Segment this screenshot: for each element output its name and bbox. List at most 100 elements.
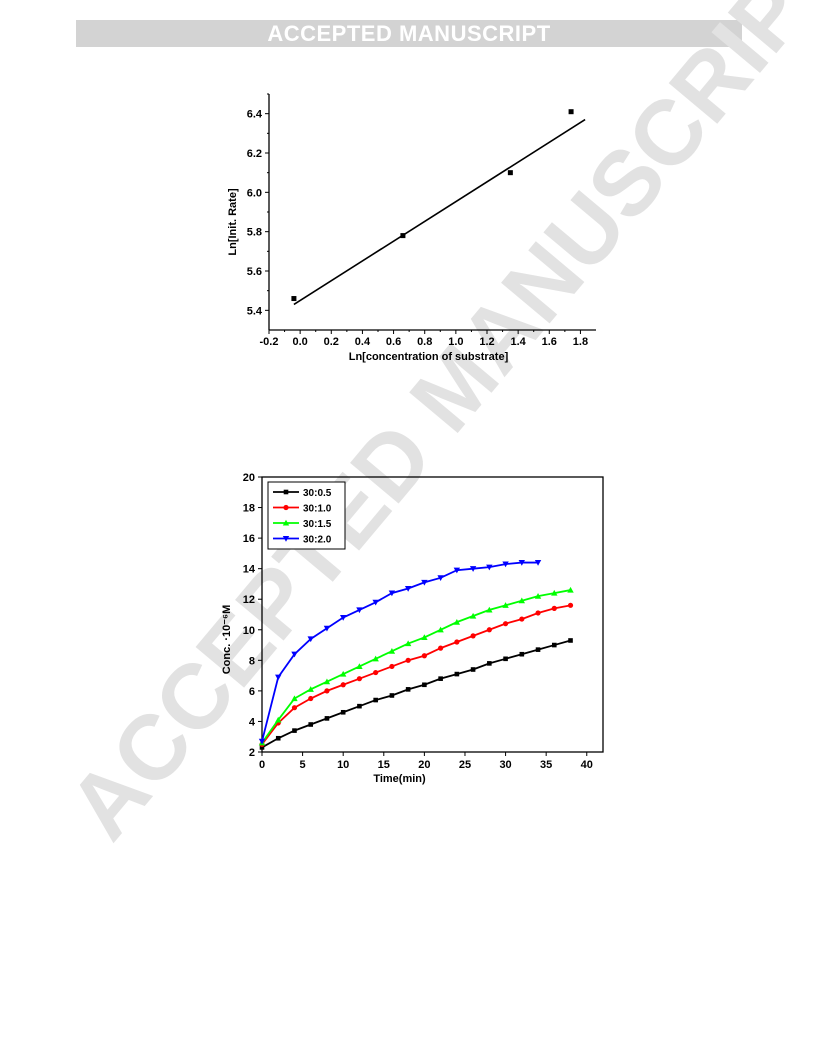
y-tick-label: 8: [249, 655, 255, 667]
data-point: [275, 716, 282, 723]
series-line: [261, 639, 571, 749]
legend-label: 30:2.0: [303, 535, 332, 546]
y-tick-label: 2: [249, 747, 255, 759]
fit-line: [293, 118, 586, 306]
data-point: [258, 738, 266, 745]
data-point: [453, 618, 461, 625]
legend-marker: [282, 535, 290, 542]
data-point: [323, 678, 331, 685]
x-tick-label: 30: [499, 759, 511, 771]
data-point: [567, 586, 574, 593]
x-tick-label: 40: [581, 759, 593, 771]
data-point: [534, 559, 542, 566]
data-point: [503, 656, 508, 662]
x-tick-label: 0: [259, 759, 265, 771]
x-tick-label: 1.6: [542, 336, 557, 348]
series-30-2-0: [258, 559, 542, 745]
data-point: [470, 667, 476, 672]
x-tick-label: 5: [300, 759, 306, 771]
legend-label: 30:1.5: [303, 519, 332, 530]
data-point: [291, 651, 298, 658]
series-line: [261, 589, 571, 744]
data-point: [373, 697, 378, 703]
data-point: [487, 661, 492, 666]
data-point: [324, 716, 330, 721]
x-axis-label: Time(min): [373, 773, 426, 785]
x-tick-label: 15: [378, 759, 390, 771]
y-tick-label: 16: [243, 533, 255, 545]
data-point: [454, 639, 460, 645]
x-tick-label: 0.0: [292, 336, 307, 348]
data-point: [388, 647, 396, 654]
data-point: [519, 651, 525, 657]
data-point: [389, 693, 395, 698]
data-point: [453, 567, 461, 574]
data-point: [421, 653, 427, 659]
data-point: [291, 705, 298, 711]
data-point: [534, 592, 542, 599]
legend-marker: [283, 504, 289, 511]
data-point: [389, 663, 395, 670]
data-point: [502, 602, 509, 608]
y-tick-label: 4: [249, 716, 256, 728]
data-point: [469, 566, 477, 572]
data-point: [568, 638, 573, 643]
data-point: [291, 695, 298, 702]
data-point: [404, 640, 412, 647]
data-point: [535, 647, 541, 652]
series-30-1-5: [258, 586, 574, 746]
data-point: [567, 602, 574, 608]
y-axis-label: Conc. ·10⁻⁶M: [221, 605, 233, 675]
data-point: [275, 735, 281, 741]
data-point: [357, 703, 362, 709]
data-point: [551, 642, 557, 648]
y-tick-label: 5.6: [247, 266, 262, 278]
data-point: [405, 657, 411, 663]
data-point: [372, 599, 379, 606]
data-point: [404, 585, 412, 592]
data-point: [486, 627, 492, 633]
y-tick-label: 6.4: [247, 109, 263, 121]
data-point: [307, 686, 314, 692]
data-point: [507, 170, 513, 176]
x-tick-label: 35: [540, 759, 552, 771]
series-line: [261, 561, 539, 742]
x-tick-label: 20: [418, 759, 430, 771]
data-point: [324, 688, 330, 694]
y-axis-label: Ln[Init. Rate]: [227, 188, 239, 256]
accepted-manuscript-banner: ACCEPTED MANUSCRIPT: [76, 20, 742, 47]
x-tick-label: 1.0: [448, 336, 463, 348]
series-line: [261, 604, 571, 745]
series-30-1-0: [259, 602, 574, 747]
data-point: [400, 233, 406, 239]
data-point: [323, 625, 331, 632]
x-tick-label: 1.4: [510, 336, 526, 348]
data-point: [551, 589, 558, 596]
data-point: [551, 605, 557, 611]
data-point: [339, 670, 347, 677]
y-tick-label: 6.0: [247, 187, 262, 199]
plot-frame: [261, 476, 604, 753]
y-tick-label: 5.8: [247, 227, 262, 239]
data-point: [388, 590, 396, 597]
data-point: [340, 682, 346, 688]
x-tick-label: -0.2: [260, 336, 279, 348]
data-point: [519, 616, 525, 622]
x-tick-label: 25: [459, 759, 471, 771]
data-point: [356, 676, 363, 682]
data-point: [339, 614, 347, 621]
data-point: [259, 745, 265, 750]
data-point: [438, 645, 444, 651]
series-30-0-5: [259, 638, 573, 750]
data-point: [518, 559, 526, 566]
legend-label: 30:0.5: [303, 488, 332, 499]
y-tick-label: 6: [249, 686, 255, 698]
legend-marker: [283, 489, 289, 495]
data-point: [486, 606, 493, 613]
data-point: [568, 109, 574, 115]
data-point: [437, 575, 444, 582]
x-tick-label: 0.6: [386, 336, 401, 348]
data-point: [292, 728, 297, 733]
